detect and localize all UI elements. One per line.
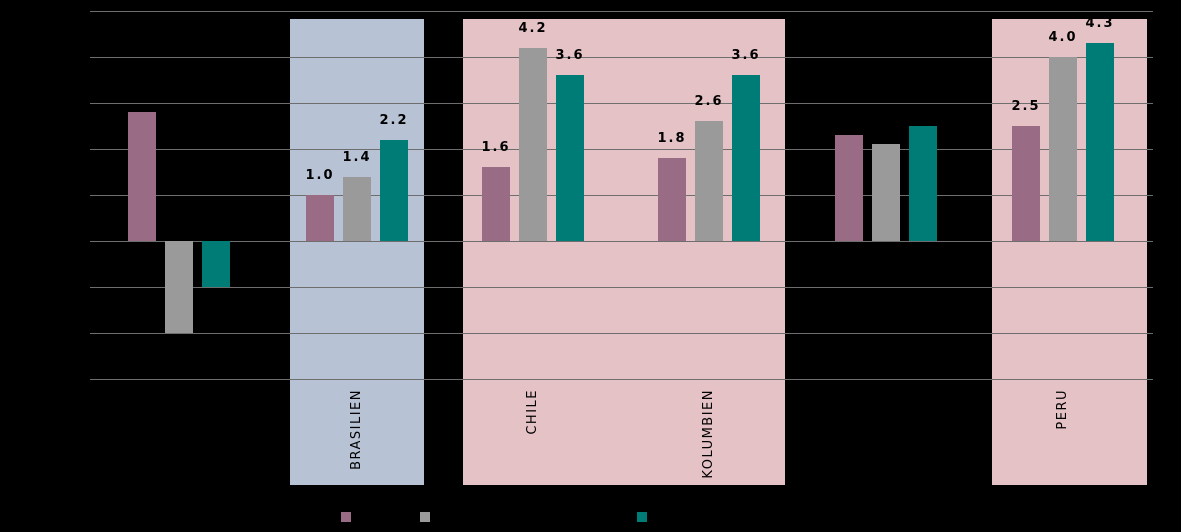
legend-swatch-1 <box>420 512 430 522</box>
bar-teal-peru <box>1086 43 1114 241</box>
bar-teal-brasilien <box>380 140 408 241</box>
bar-gray-group-5 <box>872 144 900 241</box>
highlight-band-brasilien <box>290 19 424 485</box>
gridline <box>90 57 1153 58</box>
bar-value-label: 1.4 <box>342 150 372 165</box>
category-label-kolumbien: KOLUMBIEN <box>701 389 716 479</box>
gridline <box>90 11 1153 12</box>
bar-value-label: 2.5 <box>1011 99 1041 114</box>
gridline <box>90 287 1153 288</box>
bar-gray-brasilien <box>343 177 371 241</box>
bar-value-label: 4.2 <box>518 21 548 36</box>
bar-purple-peru <box>1012 126 1040 241</box>
legend-swatch-0 <box>341 512 351 522</box>
gridline <box>90 241 1153 242</box>
category-label-peru: PERU <box>1055 389 1070 430</box>
gridline <box>90 195 1153 196</box>
highlight-band-chile-kolumbien <box>463 19 785 485</box>
bar-purple-kolumbien <box>658 158 686 241</box>
bar-value-label: 1.8 <box>657 131 687 146</box>
bar-value-label: 1.6 <box>481 140 511 155</box>
bar-value-label: 3.6 <box>731 48 761 63</box>
bar-value-label: 3.6 <box>555 48 585 63</box>
bar-teal-group-5 <box>909 126 937 241</box>
bar-value-label: 4.3 <box>1085 16 1115 31</box>
bar-teal-chile <box>556 75 584 241</box>
bar-purple-chile <box>482 167 510 241</box>
bar-value-label: 2.6 <box>694 94 724 109</box>
bar-gray-chile <box>519 48 547 241</box>
bar-gray-kolumbien <box>695 121 723 241</box>
gridline <box>90 149 1153 150</box>
legend-swatch-2 <box>637 512 647 522</box>
bar-gray-group-1 <box>165 241 193 333</box>
bar-purple-group-1 <box>128 112 156 241</box>
gridline <box>90 103 1153 104</box>
category-label-brasilien: BRASILIEN <box>349 389 364 470</box>
bar-value-label: 4.0 <box>1048 30 1078 45</box>
bar-purple-group-5 <box>835 135 863 241</box>
gridline <box>90 379 1153 380</box>
gridline <box>90 333 1153 334</box>
bar-teal-group-1 <box>202 241 230 287</box>
bar-gray-peru <box>1049 57 1077 241</box>
category-label-chile: CHILE <box>525 389 540 435</box>
bar-purple-brasilien <box>306 195 334 241</box>
bar-teal-kolumbien <box>732 75 760 241</box>
bar-value-label: 2.2 <box>379 113 409 128</box>
bar-value-label: 1.0 <box>305 168 335 183</box>
